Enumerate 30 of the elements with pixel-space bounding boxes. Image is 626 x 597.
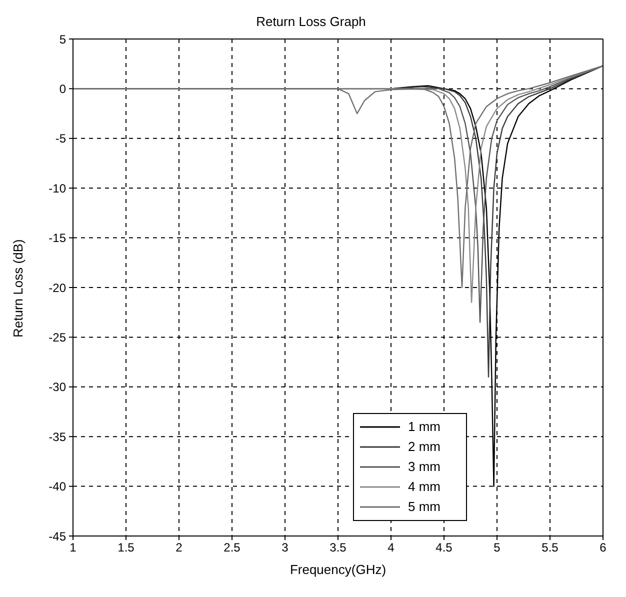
y-tick-label: -30 xyxy=(48,380,66,394)
y-tick-label: 5 xyxy=(59,32,66,46)
x-axis-title: Frequency(GHz) xyxy=(290,562,386,577)
y-axis-title: Return Loss (dB) xyxy=(10,239,26,338)
x-tick-label: 2.5 xyxy=(224,540,241,555)
x-tick-label: 4 xyxy=(388,540,395,555)
y-tick-label: 0 xyxy=(59,82,66,96)
y-tick-label: -35 xyxy=(48,430,66,444)
y-tick-label: -15 xyxy=(48,231,66,246)
legend-label: 1 mm xyxy=(408,418,440,436)
y-tick-label: -40 xyxy=(48,480,66,494)
legend-label: 4 mm xyxy=(408,478,440,496)
x-tick-label: 1.5 xyxy=(118,540,135,555)
x-tick-label: 6 xyxy=(600,540,607,555)
x-tick-label: 3.5 xyxy=(330,540,347,555)
x-tick-label: 2 xyxy=(176,540,183,555)
y-tick-label: -45 xyxy=(48,529,66,544)
y-tick-label: -10 xyxy=(48,181,66,196)
chart-title: Return Loss Graph xyxy=(255,14,367,29)
x-tick-label: 4.5 xyxy=(436,540,453,555)
y-tick-label: -25 xyxy=(48,330,66,344)
y-tick-label: -20 xyxy=(48,280,66,295)
legend-label: 5 mm xyxy=(408,498,440,516)
legend-label: 3 mm xyxy=(408,458,440,476)
y-tick-label: -5 xyxy=(55,132,66,146)
x-tick-label: 1 xyxy=(70,540,77,555)
legend-label: 2 mm xyxy=(408,438,440,456)
x-tick-label: 3 xyxy=(282,540,289,555)
x-tick-label: 5.5 xyxy=(542,540,559,555)
x-tick-label: 5 xyxy=(494,540,501,555)
